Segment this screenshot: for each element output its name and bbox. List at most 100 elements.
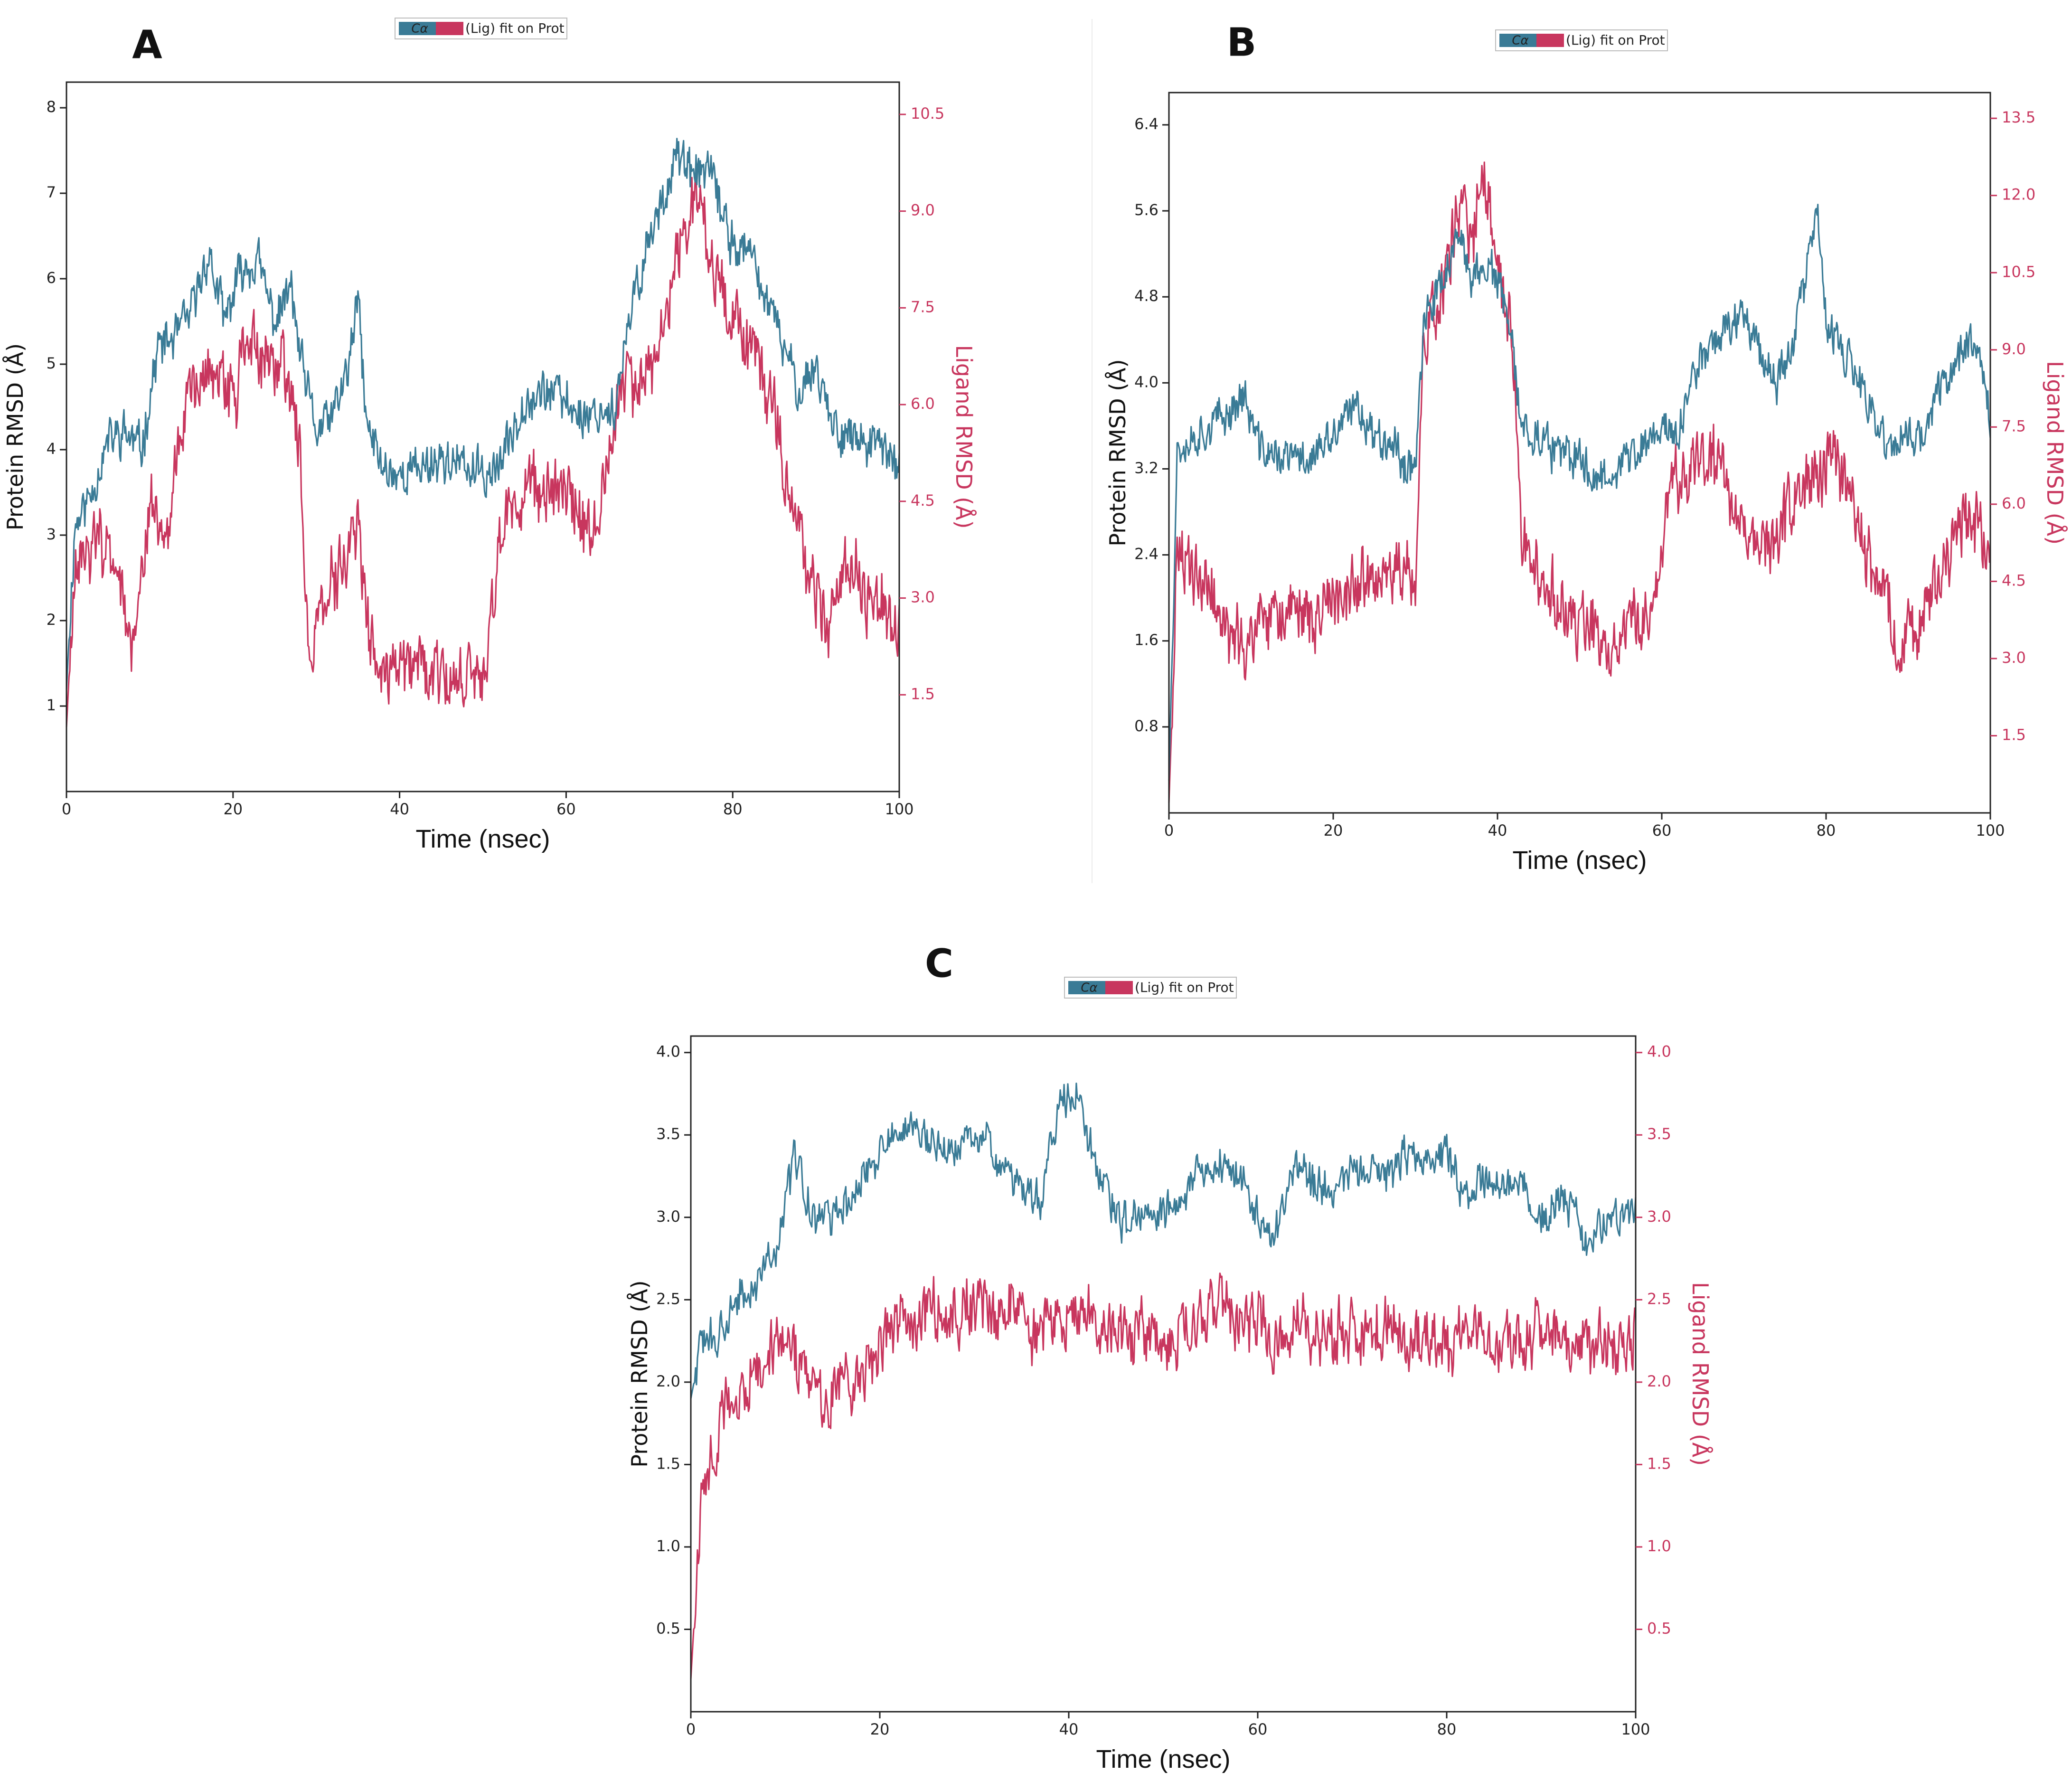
y2-tick-label: 3.0: [911, 588, 935, 606]
x-axis-label: Time (nsec): [1512, 846, 1647, 875]
y-tick-label: 3.5: [656, 1125, 680, 1143]
x-tick-label: 60: [1248, 1720, 1268, 1738]
x-tick-label: 40: [390, 800, 409, 818]
x-tick-label: 0: [62, 800, 71, 818]
y2-tick-label: 10.5: [2002, 263, 2035, 281]
series-protein-rmsd: [66, 138, 900, 689]
x-axis-label: Time (nsec): [1096, 1745, 1230, 1773]
y2-tick-label: 13.5: [2002, 108, 2035, 126]
y2-tick-label: 4.0: [1647, 1043, 1671, 1061]
x-tick-label: 0: [686, 1720, 696, 1738]
x-tick-label: 40: [1059, 1720, 1079, 1738]
plot-frame: [1168, 92, 1991, 814]
y-tick-label: 7: [47, 183, 56, 201]
y-axis-label: Protein RMSD (Å): [2, 343, 28, 530]
y2-tick-label: 3.5: [1647, 1125, 1671, 1143]
y2-tick-label: 3.0: [1647, 1207, 1671, 1226]
y-tick-label: 1: [47, 696, 56, 714]
y2-tick-label: 0.5: [1647, 1619, 1671, 1637]
x-tick-label: 60: [1652, 821, 1672, 839]
y-tick-label: 3.0: [656, 1207, 680, 1226]
legend-text: (Lig) fit on Prot: [1566, 32, 1665, 48]
y2-tick-label: 1.5: [911, 685, 935, 703]
legend-text: (Lig) fit on Prot: [1135, 980, 1234, 995]
y-tick-label: 5.6: [1134, 201, 1158, 219]
legend-ligand-swatch: [436, 22, 463, 35]
y-tick-label: 5: [47, 354, 56, 372]
x-tick-label: 80: [723, 800, 743, 818]
x-tick-label: 0: [1164, 821, 1174, 839]
x-tick-label: 80: [1437, 1720, 1457, 1738]
y-tick-label: 4.8: [1134, 287, 1158, 305]
y2-tick-label: 3.0: [2002, 649, 2026, 667]
y-tick-label: 2.0: [656, 1372, 680, 1390]
y2-tick-label: 4.5: [2002, 571, 2026, 589]
x-tick-label: 40: [1488, 821, 1507, 839]
x-tick-label: 20: [870, 1720, 890, 1738]
y-tick-label: 3.2: [1134, 459, 1158, 477]
x-tick-label: 100: [1976, 821, 2005, 839]
y-tick-label: 0.5: [656, 1619, 680, 1637]
chart-panel-c: C Cα (Lig) fit on Prot 0 20 40 60 80 100 0.5 1.0 1.…: [627, 941, 1713, 1773]
y-tick-label: 2.4: [1134, 545, 1158, 563]
series-ligand-rmsd: [66, 171, 900, 727]
x-tick-label: 100: [1621, 1720, 1650, 1738]
y-tick-label: 1.0: [656, 1537, 680, 1555]
series-protein-rmsd: [1168, 204, 1991, 781]
y2-axis-label: Ligand RMSD (Å): [1687, 1282, 1713, 1466]
y-tick-label: 3: [47, 525, 56, 543]
y-tick-label: 2: [47, 611, 56, 629]
y2-tick-label: 2.0: [1647, 1372, 1671, 1390]
legend: Cα (Lig) fit on Prot: [1495, 29, 1668, 51]
legend-ligand-swatch: [1105, 981, 1133, 994]
y-tick-label: 8: [47, 98, 56, 116]
y-tick-label: 6: [47, 269, 56, 287]
y2-tick-label: 7.5: [2002, 417, 2026, 435]
legend-ca-label: Cα: [411, 22, 428, 36]
y-tick-label: 6.4: [1134, 115, 1158, 133]
y2-tick-label: 9.0: [911, 201, 935, 219]
y-tick-label: 2.5: [656, 1290, 680, 1308]
x-tick-label: 20: [1324, 821, 1343, 839]
series-ligand-rmsd: [1168, 161, 1991, 803]
y2-axis-label: Ligand RMSD (Å): [2042, 361, 2068, 545]
legend: Cα (Lig) fit on Prot: [1064, 977, 1237, 999]
y-tick-label: 4: [47, 440, 56, 458]
legend-ligand-swatch: [1536, 34, 1564, 47]
y2-tick-label: 4.5: [911, 491, 935, 509]
y-axis-label: Protein RMSD (Å): [1105, 359, 1130, 546]
panel-letter: B: [1227, 20, 1257, 65]
y2-tick-label: 2.5: [1647, 1290, 1671, 1308]
legend-ca-label: Cα: [1512, 34, 1528, 48]
legend-text: (Lig) fit on Prot: [465, 20, 565, 36]
y2-tick-label: 1.5: [1647, 1454, 1671, 1472]
plot-frame: [66, 81, 900, 792]
legend: Cα (Lig) fit on Prot: [395, 18, 567, 39]
series-protein-rmsd: [690, 1083, 1637, 1399]
y-tick-label: 0.8: [1134, 717, 1158, 735]
panel-letter: C: [925, 941, 953, 986]
y-tick-label: 4.0: [1134, 373, 1158, 391]
y2-tick-label: 10.5: [911, 104, 944, 123]
y-tick-label: 1.5: [656, 1454, 680, 1472]
x-tick-label: 60: [556, 800, 576, 818]
y2-tick-label: 6.0: [911, 395, 935, 413]
chart-panel-a: A Cα (Lig) fit on Prot 0 20 40 60 80 100 1 2 3 4 5 6 7 8…: [2, 18, 977, 853]
chart-panel-b: B Cα (Lig) fit on Prot 0 20 40 60 80 100 0.8 1.6 2.…: [1105, 20, 2068, 875]
y2-tick-label: 7.5: [911, 298, 935, 316]
x-tick-label: 100: [885, 800, 914, 818]
y2-tick-label: 6.0: [2002, 494, 2026, 512]
x-axis-label: Time (nsec): [415, 825, 550, 853]
y2-tick-label: 12.0: [2002, 186, 2035, 204]
legend-protein-swatch: [1499, 34, 1536, 47]
panel-letter: A: [132, 22, 162, 67]
series-ligand-rmsd: [690, 1273, 1637, 1679]
y2-tick-label: 1.0: [1647, 1537, 1671, 1555]
legend-protein-swatch: [1068, 981, 1105, 994]
x-tick-label: 80: [1817, 821, 1836, 839]
plot-frame: [690, 1035, 1637, 1713]
y-axis-label: Protein RMSD (Å): [627, 1280, 652, 1467]
y2-tick-label: 9.0: [2002, 340, 2026, 358]
y-tick-label: 1.6: [1134, 631, 1158, 649]
